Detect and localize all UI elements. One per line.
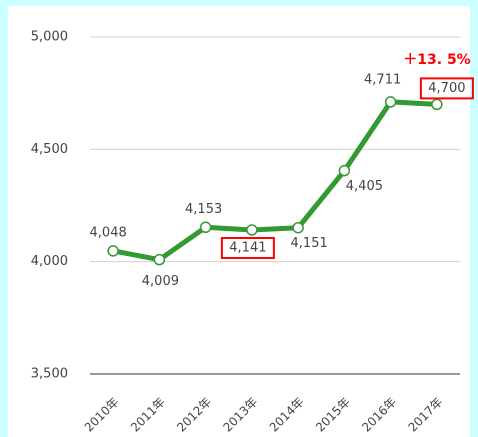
label-box bbox=[220, 236, 275, 259]
y-tick-label: 4,500 bbox=[31, 142, 68, 157]
data-label: 4,405 bbox=[346, 179, 383, 194]
y-tick-label: 3,500 bbox=[31, 367, 68, 382]
point bbox=[246, 224, 258, 236]
point bbox=[153, 253, 166, 266]
data-label: 4,711 bbox=[364, 72, 401, 87]
point bbox=[384, 96, 397, 108]
point bbox=[199, 221, 212, 234]
point bbox=[292, 221, 304, 234]
data-label: 4,151 bbox=[291, 236, 328, 251]
y-tick-label: 5,000 bbox=[31, 30, 68, 45]
label-box bbox=[419, 77, 474, 100]
plot-background bbox=[8, 6, 470, 437]
point bbox=[431, 98, 443, 111]
data-label: 4,009 bbox=[142, 274, 179, 289]
data-label: 4,141 bbox=[229, 240, 266, 255]
line bbox=[112, 99, 438, 263]
data-label: 4,048 bbox=[90, 225, 127, 240]
point bbox=[107, 245, 119, 257]
data-label: 4,700 bbox=[428, 81, 465, 96]
data-label: 4,153 bbox=[185, 202, 222, 217]
y-tick-label: 4,000 bbox=[31, 254, 68, 269]
annotation: ＋13. 5% bbox=[403, 52, 470, 68]
point bbox=[338, 164, 351, 177]
